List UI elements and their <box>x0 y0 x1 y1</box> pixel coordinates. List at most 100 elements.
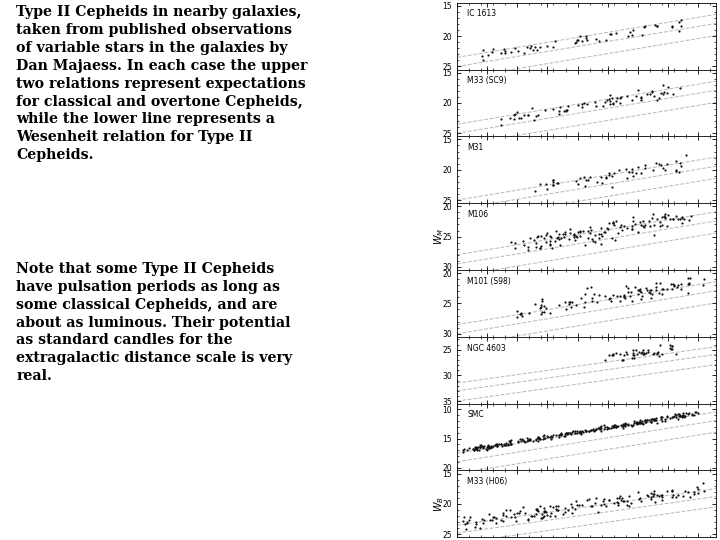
Point <box>628 417 639 426</box>
Point <box>675 83 686 92</box>
Point <box>577 100 588 109</box>
Point <box>667 493 678 502</box>
Point <box>670 413 682 421</box>
Point <box>534 304 546 313</box>
Point <box>513 114 525 123</box>
Point <box>618 496 630 505</box>
Point <box>634 218 645 226</box>
Point <box>521 43 533 51</box>
Point <box>567 502 578 511</box>
Point <box>568 231 580 239</box>
Point <box>505 440 517 448</box>
Point <box>570 428 581 437</box>
Point <box>564 298 575 306</box>
Point <box>667 345 678 353</box>
Point <box>588 424 599 433</box>
Point <box>648 489 660 498</box>
Point <box>636 417 647 426</box>
Point <box>469 446 480 455</box>
Point <box>674 411 685 420</box>
Point <box>467 444 479 453</box>
Point <box>649 415 660 423</box>
Point <box>445 515 456 523</box>
Point <box>576 37 588 45</box>
Point <box>639 161 651 170</box>
Point <box>595 172 607 181</box>
Point <box>509 44 521 52</box>
Point <box>546 244 558 252</box>
Point <box>534 42 546 51</box>
Point <box>649 349 660 357</box>
Point <box>665 215 676 224</box>
Text: SMC: SMC <box>467 410 484 420</box>
Point <box>527 104 539 112</box>
Point <box>470 445 482 454</box>
Point <box>559 431 570 440</box>
Point <box>667 413 679 422</box>
Point <box>580 289 591 298</box>
Point <box>566 298 577 307</box>
Point <box>547 503 559 511</box>
Point <box>603 496 615 504</box>
Point <box>676 218 688 227</box>
Point <box>670 212 682 220</box>
Point <box>559 504 571 512</box>
Point <box>532 232 544 240</box>
Point <box>648 92 660 100</box>
Point <box>574 428 585 437</box>
Point <box>647 214 658 222</box>
Point <box>604 99 616 108</box>
Point <box>564 297 575 306</box>
Point <box>657 285 669 294</box>
Point <box>594 425 606 434</box>
Point <box>518 48 529 57</box>
Point <box>564 428 576 437</box>
Point <box>633 418 644 427</box>
Point <box>608 221 620 230</box>
Point <box>539 430 550 439</box>
Point <box>595 423 606 431</box>
Point <box>622 420 634 429</box>
Point <box>463 444 474 453</box>
Point <box>535 244 546 252</box>
Point <box>647 210 659 219</box>
Point <box>548 181 559 190</box>
Point <box>555 428 567 437</box>
Point <box>517 436 528 444</box>
Point <box>672 214 684 223</box>
Point <box>498 440 510 448</box>
Point <box>549 237 561 245</box>
Point <box>566 509 577 517</box>
Point <box>568 231 580 240</box>
Point <box>524 233 536 242</box>
Text: IC 1613: IC 1613 <box>467 9 497 18</box>
Point <box>647 492 659 501</box>
Point <box>533 434 544 442</box>
Point <box>495 440 507 449</box>
Point <box>651 414 662 423</box>
Point <box>611 217 622 225</box>
Point <box>660 417 671 426</box>
Point <box>467 445 479 454</box>
Point <box>477 444 488 453</box>
Point <box>470 444 482 453</box>
Point <box>631 488 643 497</box>
Point <box>545 435 557 443</box>
Point <box>682 488 693 496</box>
Point <box>620 165 631 174</box>
Point <box>626 353 638 362</box>
Point <box>574 231 585 240</box>
Point <box>531 506 543 515</box>
Point <box>590 424 602 433</box>
Point <box>674 411 685 420</box>
Point <box>638 420 649 428</box>
Point <box>532 111 544 120</box>
Point <box>532 436 544 445</box>
Point <box>607 172 618 180</box>
Point <box>698 487 710 496</box>
Point <box>639 415 650 424</box>
Point <box>672 490 684 499</box>
Point <box>580 240 591 249</box>
Point <box>524 436 536 444</box>
Point <box>518 241 530 249</box>
